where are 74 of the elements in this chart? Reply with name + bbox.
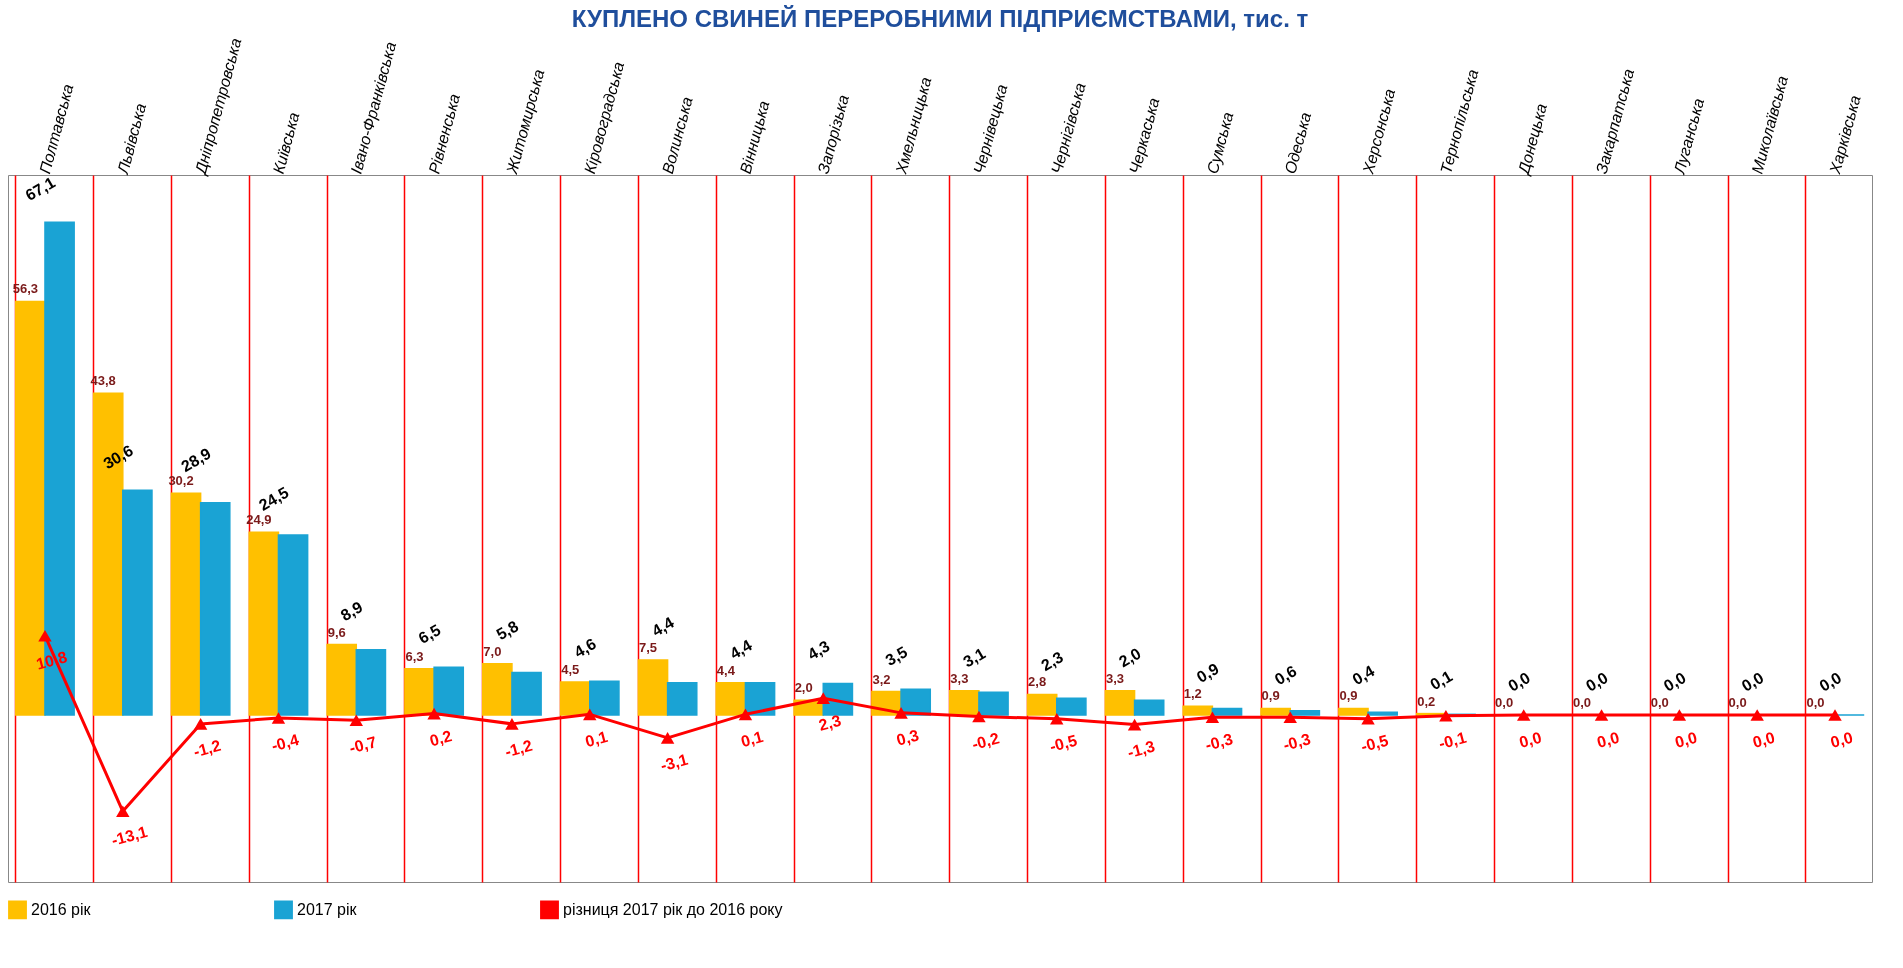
data-label: 0,0 [1673, 728, 1700, 751]
data-label: 2,0 [794, 680, 813, 696]
data-label: 7,0 [483, 643, 502, 659]
data-label: -0,3 [1203, 730, 1235, 754]
data-label: 0,1 [739, 727, 766, 751]
data-label: 0,0 [1660, 668, 1689, 695]
data-label: -0,5 [1359, 731, 1391, 756]
data-label: 67,1 [22, 173, 59, 204]
data-label: 6,3 [405, 648, 424, 664]
data-label: 0,0 [1738, 668, 1767, 695]
data-label: 2,3 [1038, 648, 1067, 675]
data-label: 0,4 [1349, 662, 1378, 689]
data-label: 0,0 [1495, 695, 1514, 711]
data-label: 0,0 [1572, 695, 1591, 711]
data-label: 0,0 [1828, 728, 1855, 751]
data-label: 2,0 [1116, 644, 1144, 671]
data-label: 0,9 [1339, 688, 1358, 704]
chart-title: КУПЛЕНО СВИНЕЙ ПЕРЕРОБНИМИ ПІДПРИЄМСТВАМИ, тис. т [571, 5, 1309, 33]
data-label: 6,5 [415, 621, 444, 647]
data-label: 5,8 [493, 617, 522, 644]
data-label: 0,0 [1650, 695, 1669, 711]
data-label: -1,2 [191, 736, 223, 761]
x-tick-label: Сумська [1203, 110, 1237, 176]
data-label: 8,9 [337, 598, 366, 625]
data-label: 4,4 [726, 636, 755, 663]
data-label: 0,3 [894, 726, 921, 749]
data-label: 4,4 [649, 613, 677, 640]
data-label: -1,2 [503, 736, 535, 761]
data-label: -3,1 [658, 750, 690, 775]
data-label: 0,0 [1816, 668, 1845, 695]
data-label: 0,9 [1261, 688, 1280, 704]
data-label: 0,2 [427, 727, 454, 750]
legend-label: різниця 2017 рік до 2016 року [563, 900, 783, 918]
data-label: 3,1 [960, 644, 989, 671]
data-label: 30,6 [100, 441, 136, 473]
data-label: 1,2 [1183, 686, 1202, 702]
data-label: 0,0 [1583, 668, 1611, 695]
data-label: 0,0 [1595, 728, 1622, 751]
data-label: -0,4 [269, 730, 301, 755]
data-label: -0,1 [1436, 728, 1469, 753]
data-label: 28,9 [178, 444, 214, 476]
data-label: 0,0 [1505, 668, 1534, 695]
data-label: 4,5 [561, 662, 580, 678]
data-label: 0,0 [1806, 695, 1825, 711]
legend-label: 2017 рік [297, 900, 358, 918]
data-label: -1,3 [1125, 737, 1157, 762]
data-label: 0,6 [1271, 662, 1300, 689]
data-label: 0,0 [1517, 728, 1544, 751]
data-label: 4,3 [804, 637, 833, 664]
data-label: -0,2 [970, 729, 1002, 753]
data-label: 3,3 [1105, 670, 1125, 686]
data-label: 2,8 [1028, 674, 1047, 690]
data-label: 0,1 [583, 727, 610, 751]
data-label: 0,2 [1417, 693, 1436, 709]
legend-label: 2016 рік [31, 900, 92, 918]
data-label: 0,0 [1750, 728, 1777, 751]
data-label: 4,4 [716, 662, 736, 678]
data-label: 24,5 [256, 483, 292, 514]
data-label: -0,5 [1047, 731, 1079, 756]
data-label: 0,1 [1427, 667, 1456, 694]
data-label: -13,1 [109, 822, 150, 849]
data-label: 4,6 [571, 634, 600, 661]
x-tick-label: Київська [269, 110, 303, 176]
data-label: -0,3 [1281, 730, 1313, 754]
data-label: 2,3 [816, 711, 843, 734]
data-label: 0,9 [1193, 659, 1222, 686]
data-label: 9,6 [327, 624, 346, 640]
x-tick-label: Одеська [1281, 110, 1315, 176]
data-label: 0,0 [1728, 695, 1747, 711]
data-label: 3,2 [872, 671, 891, 687]
data-label: 3,5 [882, 643, 911, 669]
data-label: -0,7 [347, 733, 379, 757]
data-label: 7,5 [638, 639, 658, 655]
data-label: 3,3 [950, 670, 969, 686]
